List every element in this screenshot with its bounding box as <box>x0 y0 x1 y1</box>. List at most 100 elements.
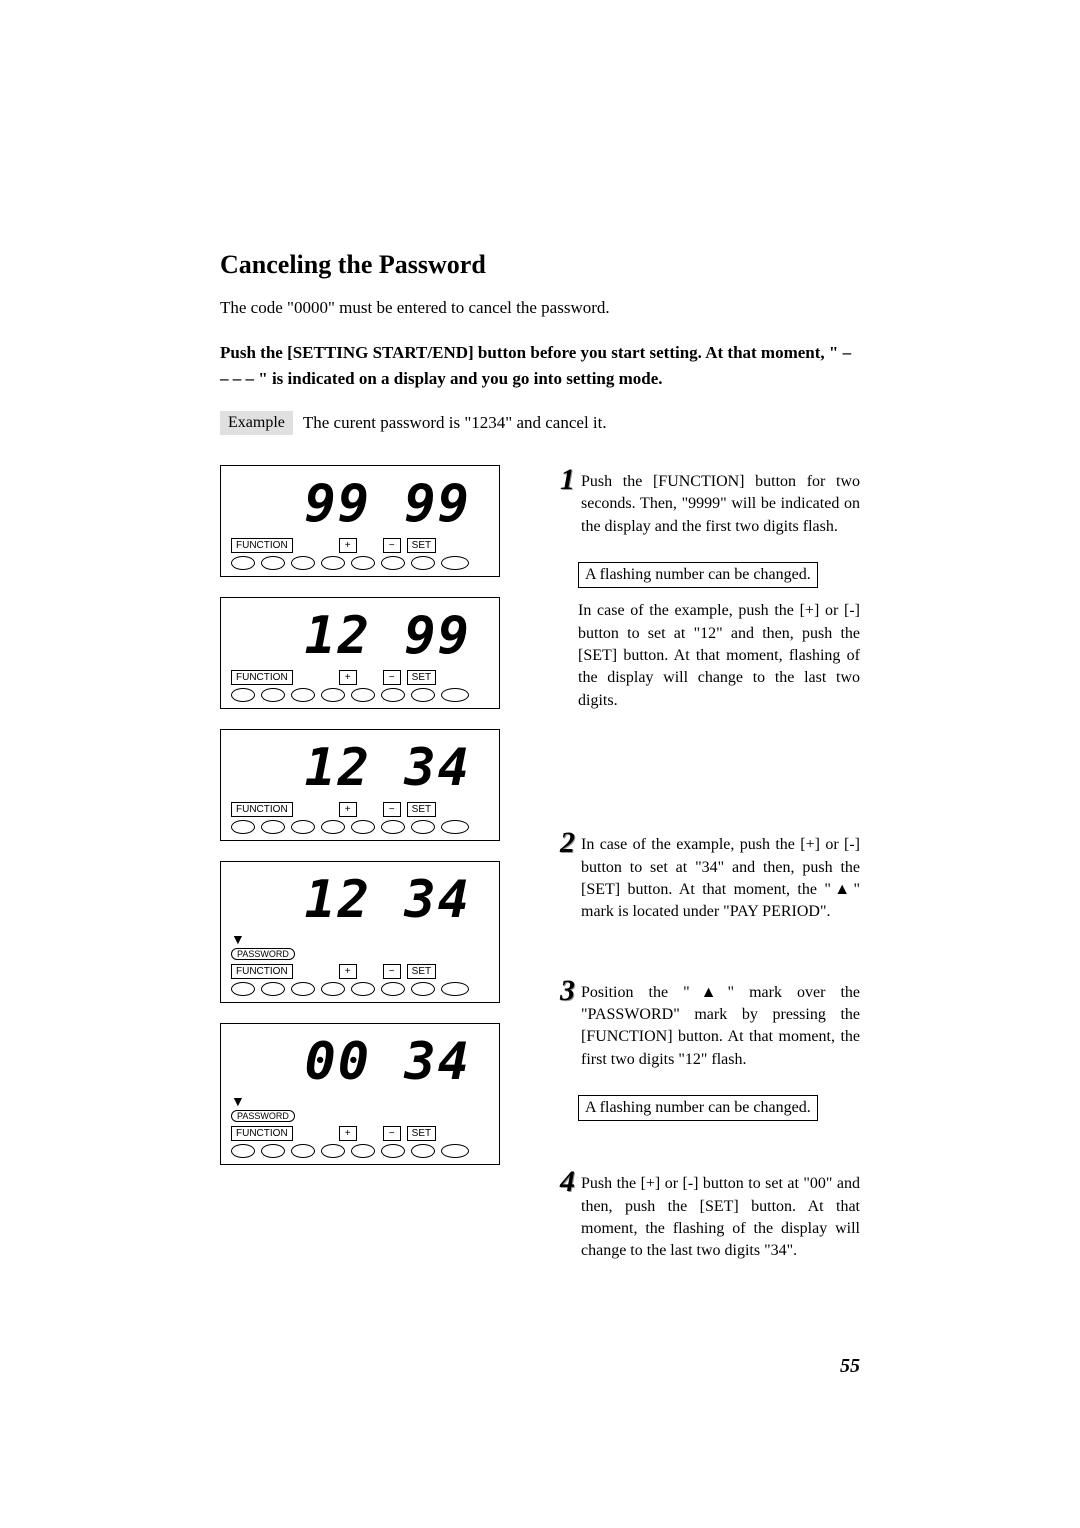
password-marker: ▼ <box>231 932 489 946</box>
button-oval[interactable] <box>441 556 469 570</box>
button-oval[interactable] <box>261 688 285 702</box>
lcd-display: 12 34 <box>231 738 489 798</box>
password-label-row: PASSWORD <box>231 1110 489 1122</box>
lcd-display: 99 99 <box>231 474 489 534</box>
button-oval[interactable] <box>231 688 255 702</box>
set-button-label: SET <box>407 802 436 817</box>
steps-column: 1 Push the [FUNCTION] button for two sec… <box>560 465 860 1279</box>
button-oval[interactable] <box>381 820 405 834</box>
button-oval[interactable] <box>411 1144 435 1158</box>
button-oval[interactable] <box>441 688 469 702</box>
button-oval[interactable] <box>231 982 255 996</box>
button-labels: FUNCTION + − SET <box>231 802 489 817</box>
button-oval[interactable] <box>231 820 255 834</box>
display-unit: 00 34 ▼ PASSWORD FUNCTION + − SET <box>220 1023 500 1165</box>
intro-text: The code "0000" must be entered to cance… <box>220 298 860 318</box>
button-oval[interactable] <box>411 688 435 702</box>
button-oval[interactable] <box>411 556 435 570</box>
function-button-label: FUNCTION <box>231 538 293 553</box>
button-oval[interactable] <box>261 820 285 834</box>
step: 2 In case of the example, push the [+] o… <box>560 828 860 924</box>
lcd-display: 12 34 <box>231 870 489 930</box>
button-oval[interactable] <box>261 982 285 996</box>
password-badge: PASSWORD <box>231 1110 295 1122</box>
display-unit: 12 34 ▼ PASSWORD FUNCTION + − SET <box>220 861 500 1003</box>
display-unit: 99 99 FUNCTION + − SET <box>220 465 500 577</box>
button-oval[interactable] <box>351 982 375 996</box>
function-button-label: FUNCTION <box>231 802 293 817</box>
plus-button-label: + <box>339 964 357 979</box>
button-oval[interactable] <box>291 982 315 996</box>
button-row <box>231 1144 489 1158</box>
button-oval[interactable] <box>291 1144 315 1158</box>
button-oval[interactable] <box>381 556 405 570</box>
minus-button-label: − <box>383 1126 401 1141</box>
button-oval[interactable] <box>351 556 375 570</box>
button-oval[interactable] <box>351 1144 375 1158</box>
button-oval[interactable] <box>351 688 375 702</box>
step-number: 3 <box>560 976 575 1006</box>
step-text: Push the [+] or [-] button to set at "00… <box>581 1167 860 1263</box>
step: 1 Push the [FUNCTION] button for two sec… <box>560 465 860 538</box>
button-oval[interactable] <box>381 1144 405 1158</box>
button-oval[interactable] <box>261 556 285 570</box>
button-oval[interactable] <box>351 820 375 834</box>
note-box: A flashing number can be changed. <box>578 562 818 588</box>
button-oval[interactable] <box>441 982 469 996</box>
step: 3 Position the "▲" mark over the "PASSWO… <box>560 976 860 1072</box>
button-oval[interactable] <box>291 688 315 702</box>
minus-button-label: − <box>383 802 401 817</box>
button-oval[interactable] <box>381 982 405 996</box>
button-oval[interactable] <box>291 820 315 834</box>
button-oval[interactable] <box>441 1144 469 1158</box>
example-row: Example The curent password is "1234" an… <box>220 411 860 435</box>
button-oval[interactable] <box>321 820 345 834</box>
arrow-down-icon: ▼ <box>231 932 245 946</box>
display-unit: 12 99 FUNCTION + − SET <box>220 597 500 709</box>
minus-button-label: − <box>383 964 401 979</box>
step-text: Position the "▲" mark over the "PASSWORD… <box>581 976 860 1072</box>
set-button-label: SET <box>407 538 436 553</box>
password-label-row: PASSWORD <box>231 948 489 960</box>
example-label: Example <box>220 411 293 435</box>
button-oval[interactable] <box>231 556 255 570</box>
minus-button-label: − <box>383 670 401 685</box>
function-button-label: FUNCTION <box>231 964 293 979</box>
set-button-label: SET <box>407 964 436 979</box>
step: 4 Push the [+] or [-] button to set at "… <box>560 1167 860 1263</box>
button-oval[interactable] <box>321 688 345 702</box>
set-button-label: SET <box>407 1126 436 1141</box>
function-button-label: FUNCTION <box>231 1126 293 1141</box>
button-row <box>231 982 489 996</box>
display-unit: 12 34 FUNCTION + − SET <box>220 729 500 841</box>
step-text: Push the [FUNCTION] button for two secon… <box>581 465 860 538</box>
password-badge: PASSWORD <box>231 948 295 960</box>
button-row <box>231 820 489 834</box>
button-oval[interactable] <box>381 688 405 702</box>
button-oval[interactable] <box>291 556 315 570</box>
note-box: A flashing number can be changed. <box>578 1095 818 1121</box>
function-button-label: FUNCTION <box>231 670 293 685</box>
button-oval[interactable] <box>321 556 345 570</box>
step-continuation: In case of the example, push the [+] or … <box>578 600 860 712</box>
button-oval[interactable] <box>411 820 435 834</box>
step-text: In case of the example, push the [+] or … <box>581 828 860 924</box>
button-row <box>231 556 489 570</box>
button-oval[interactable] <box>411 982 435 996</box>
display-column: 99 99 FUNCTION + − SET 12 99 FUNCTION <box>220 465 500 1279</box>
set-button-label: SET <box>407 670 436 685</box>
plus-button-label: + <box>339 538 357 553</box>
plus-button-label: + <box>339 1126 357 1141</box>
instruction-text: Push the [SETTING START/END] button befo… <box>220 340 860 391</box>
plus-button-label: + <box>339 802 357 817</box>
button-oval[interactable] <box>261 1144 285 1158</box>
plus-button-label: + <box>339 670 357 685</box>
button-oval[interactable] <box>321 1144 345 1158</box>
button-oval[interactable] <box>321 982 345 996</box>
page-number: 55 <box>840 1355 860 1378</box>
button-oval[interactable] <box>231 1144 255 1158</box>
example-text: The curent password is "1234" and cancel… <box>303 413 607 433</box>
button-oval[interactable] <box>441 820 469 834</box>
button-row <box>231 688 489 702</box>
button-labels: FUNCTION + − SET <box>231 538 489 553</box>
